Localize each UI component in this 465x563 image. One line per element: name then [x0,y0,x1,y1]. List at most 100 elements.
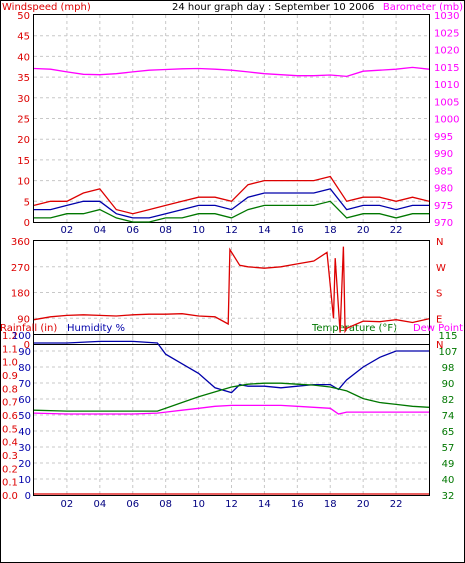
temperature-tick-label: 40 [442,475,455,486]
gust-line [33,175,430,215]
hour-tick-label: 14 [258,499,271,510]
rainfall-tick-label: 0.7 [2,398,18,409]
wind-direction-line [33,246,430,334]
windspeed-tick-label: 25 [17,115,30,126]
rainfall-tick-label: 0.9 [2,371,18,382]
rainfall-tick-label: 1.0 [2,358,18,369]
humidity-tick-label: 30 [18,443,31,454]
hour-tick-label: 04 [93,499,106,510]
hour-tick-label: 20 [357,225,370,236]
windspeed-tick-label: 10 [17,177,30,188]
hour-tick-label: 10 [192,225,205,236]
rainfall-tick-label: 1.1 [2,344,18,355]
humidity-tick-label: 10 [18,475,31,486]
humidity-axis-label: Humidity % [67,323,125,334]
hour-tick-label: 22 [390,499,403,510]
hour-tick-label: 08 [159,225,172,236]
compass-tick-label: N [436,340,443,351]
windspeed-tick-label: 5 [24,197,30,208]
direction-degree-tick-label: 270 [11,263,30,274]
temperature-tick-label: 65 [442,427,455,438]
dewpoint-axis-label: Dew Point [413,323,463,334]
temperature-tick-label: 32 [442,491,455,502]
series-layer [33,66,430,495]
rainfall-tick-label: 0.6 [2,411,18,422]
hour-tick-label: 06 [126,225,139,236]
tick-label-layer: 0510152025303540455097097598098599099510… [2,11,459,510]
direction-degree-tick-label: 180 [11,289,30,300]
barometer-tick-label: 975 [434,201,453,212]
barometer-axis-label: Barometer (mb) [383,2,463,13]
dewpoint-line [33,404,429,415]
rainfall-tick-label: 0.1 [2,478,18,489]
humidity-tick-label: 20 [18,459,31,470]
grid-layer [34,15,429,495]
climate-panel-frame [33,334,430,496]
temperature-tick-label: 98 [442,363,455,374]
graph-title: 24 hour graph day : September 10 2006 [172,2,374,13]
barometer-tick-label: 985 [434,166,453,177]
barometer-tick-label: 1025 [434,28,459,39]
hour-tick-label: 12 [225,225,238,236]
barometer-tick-label: 1030 [434,11,459,22]
temperature-line [33,382,430,412]
rainfall-tick-label: 0.3 [2,451,18,462]
humidity-tick-label: 50 [18,411,31,422]
hour-tick-label: 12 [225,499,238,510]
hour-tick-label: 10 [192,499,205,510]
barometer-tick-label: 990 [434,149,453,160]
hour-tick-label: 06 [126,499,139,510]
temperature-tick-label: 74 [442,411,455,422]
barometer-line [33,66,430,78]
compass-tick-label: E [436,314,442,325]
humidity-tick-label: 40 [18,427,31,438]
rainfall-tick-label: 0.4 [2,438,18,449]
hour-tick-label: 16 [291,225,304,236]
temperature-axis-label: Temperature (°F) [311,323,397,334]
windspeed-tick-label: 0 [24,218,30,229]
temperature-tick-label: 90 [442,379,455,390]
barometer-tick-label: 980 [434,184,453,195]
windspeed-tick-label: 20 [17,135,30,146]
windspeed-tick-label: 50 [17,11,30,22]
hour-tick-label: 02 [61,225,74,236]
direction-panel-frame [33,240,430,345]
hour-tick-label: 18 [324,499,337,510]
windspeed-tick-label: 15 [17,156,30,167]
hour-tick-label: 20 [357,499,370,510]
humidity-tick-label: 100 [12,331,31,342]
temperature-tick-label: 107 [438,347,457,358]
humidity-tick-label: 70 [18,379,31,390]
hour-tick-label: 04 [93,225,106,236]
direction-degree-tick-label: 90 [17,314,30,325]
compass-tick-label: S [436,289,442,300]
direction-degree-tick-label: 0 [24,340,30,351]
humidity-tick-label: 60 [18,395,31,406]
min-line [34,200,429,223]
humidity-line [34,340,429,394]
temperature-tick-label: 82 [442,395,455,406]
barometer-tick-label: 1015 [434,63,459,74]
hour-tick-label: 02 [61,499,74,510]
humidity-tick-label: 90 [18,347,31,358]
windspeed-tick-label: 30 [17,94,30,105]
compass-tick-label: W [436,263,446,274]
humidity-tick-label: 0 [25,491,31,502]
avg-line [34,188,429,219]
rainfall-axis-label: Rainfall (in) [0,323,57,334]
direction-degree-tick-label: 360 [11,237,30,248]
temperature-tick-label: 57 [442,443,455,454]
temperature-tick-label: 115 [438,331,457,342]
barometer-tick-label: 1020 [434,46,459,57]
hour-tick-label: 18 [324,225,337,236]
rainfall-tick-label: 0.8 [2,384,18,395]
barometer-tick-label: 970 [434,218,453,229]
hour-tick-label: 22 [390,225,403,236]
barometer-tick-label: 995 [434,132,453,143]
windspeed-tick-label: 45 [17,32,30,43]
hour-tick-label: 16 [291,499,304,510]
barometer-tick-label: 1000 [434,115,459,126]
temperature-tick-label: 49 [442,459,455,470]
